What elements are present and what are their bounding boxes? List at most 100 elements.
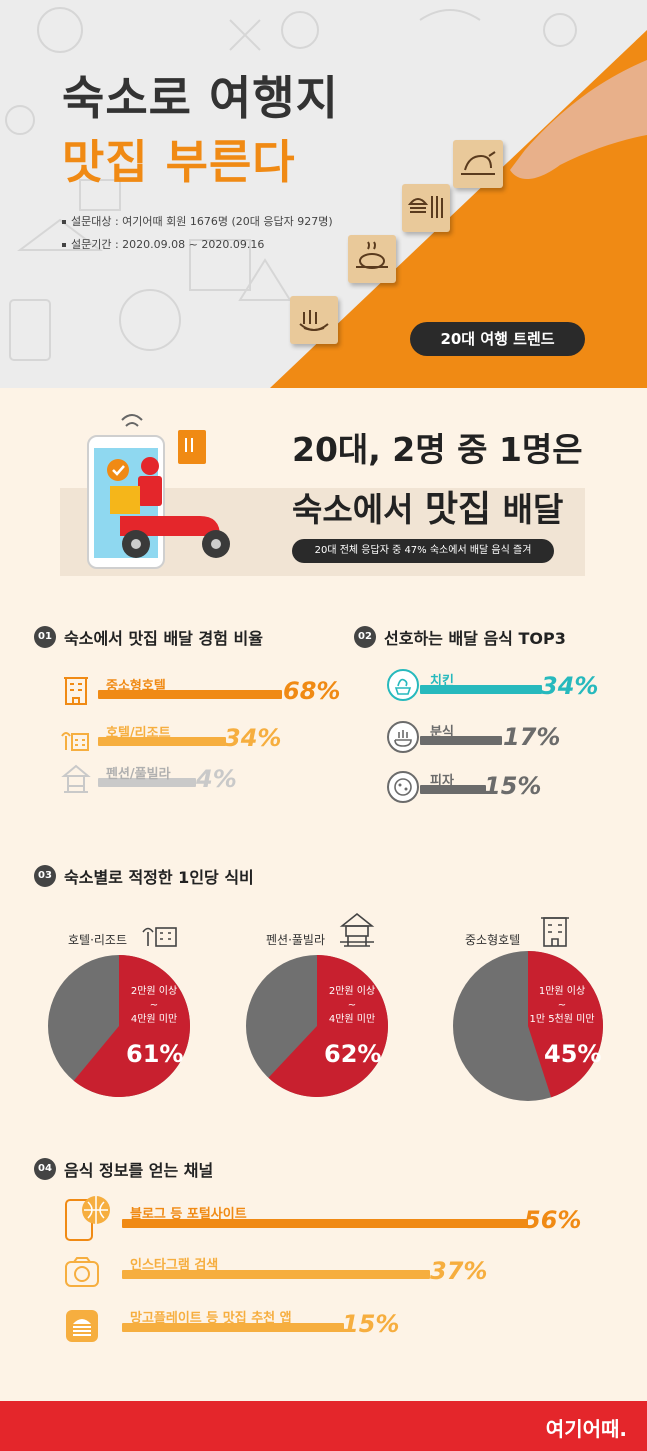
bar-label: 분식 (430, 725, 454, 740)
section2-title: 02 선호하는 배달 음식 TOP3 (354, 625, 566, 649)
section4-title: 04 음식 정보를 얻는 채널 (34, 1157, 213, 1181)
range-top: 2만원 이상 (130, 986, 178, 997)
pie-range-text: 2만원 이상 ~4만원 미만 (118, 985, 190, 1027)
pie-chart-pension (246, 955, 388, 1097)
bar-label: 중소형호텔 (106, 679, 166, 694)
survey-target: 설문대상 : 여기어때 회원 1676명 (20대 응답자 927명) (62, 213, 333, 229)
bar-hotel-small (98, 690, 282, 699)
main-title-line1: 숙소로 여행지 (62, 71, 339, 125)
pie-chart-hotel-resort (48, 955, 190, 1097)
section-number-badge: 02 (354, 626, 376, 648)
section1-title: 01 숙소에서 맛집 배달 경험 비율 (34, 625, 263, 649)
hand-shape (510, 60, 647, 180)
brand-logo: 여기어때. (545, 1417, 627, 1441)
check-icon (107, 459, 129, 481)
bar-value: 34% (224, 724, 282, 752)
section-title-text: 선호하는 배달 음식 TOP3 (384, 629, 566, 648)
section-title-text: 숙소에서 맛집 배달 경험 비율 (64, 629, 263, 648)
bullet-icon (62, 243, 66, 247)
bar-value: 68% (283, 677, 341, 705)
pie-highlight-slice (528, 951, 603, 1098)
section-number-badge: 04 (34, 1158, 56, 1180)
range-top: 2만원 이상 (328, 986, 376, 997)
pie-range-text: 1만원 이상 ~1만 5천원 미만 (524, 985, 600, 1027)
bar-label: 블로그 등 포털사이트 (130, 1207, 247, 1222)
range-mid: ~ (557, 1000, 567, 1011)
header-banner: 숙소로 여행지 맛집 부른다 설문대상 : 여기어때 회원 1676명 (20대… (0, 0, 647, 388)
bar-label: 펜션/풀빌라 (106, 767, 171, 782)
headline-part-c: 배달 (491, 490, 564, 529)
intro-headline-line2: 숙소에서 맛집 배달 (292, 480, 563, 532)
roast-chicken-cube-icon (348, 235, 396, 283)
bar-hotel-resort (98, 737, 226, 746)
travel-doodle-pattern (5, 7, 577, 361)
wifi-icon (121, 414, 143, 421)
bar-pizza (420, 785, 486, 794)
pie-label: 중소형호텔 (465, 933, 521, 947)
range-mid: ~ (347, 1000, 357, 1011)
bar-value: 4% (196, 765, 237, 793)
phone-globe-icon (65, 1196, 110, 1241)
bar-blog-portal (122, 1219, 528, 1228)
section-title-text: 숙소별로 적정한 1인당 식비 (64, 868, 254, 887)
pie-value: 61% (126, 1040, 184, 1068)
range-bottom: 4만원 미만 (328, 1014, 376, 1025)
bunsik-icon (387, 721, 419, 753)
resort-icon (61, 732, 89, 751)
burger-icon (66, 1310, 98, 1342)
section-number-badge: 01 (34, 626, 56, 648)
pie-highlight-slice (73, 955, 190, 1097)
pie-highlight-slice (268, 955, 388, 1097)
bar-label: 호텔/리조트 (106, 726, 171, 741)
scooter-body (120, 516, 220, 536)
bar-value: 17% (503, 723, 561, 751)
pie-label: 호텔·리조트 (68, 933, 128, 947)
survey-target-text: 설문대상 : 여기어때 회원 1676명 (20대 응답자 927명) (71, 215, 333, 228)
orange-diagonal-shape (270, 30, 647, 388)
pizza-icon (387, 771, 419, 803)
main-title-line2: 맛집 부른다 (62, 135, 296, 189)
chicken-icon (387, 669, 419, 701)
pension-icon (339, 912, 375, 947)
range-mid: ~ (149, 1000, 159, 1011)
bar-value: 56% (524, 1206, 582, 1234)
pie-label: 펜션·풀빌라 (266, 933, 326, 947)
bar-label: 치킨 (430, 674, 454, 689)
noodle-cube-icon (290, 296, 338, 344)
bar-pension (98, 778, 196, 787)
delivery-rider-illustration (87, 414, 230, 569)
headline-part-a: 숙소에서 (292, 490, 425, 529)
headline-part-b: 맛집 (424, 489, 492, 530)
section-title-text: 음식 정보를 얻는 채널 (64, 1161, 214, 1180)
resort-icon (142, 927, 177, 947)
bar-bunsik (420, 736, 502, 745)
bar-value: 15% (484, 772, 542, 800)
bar-value: 15% (342, 1310, 400, 1338)
bar-value: 34% (541, 672, 599, 700)
range-bottom: 4만원 미만 (130, 1014, 178, 1025)
section3-title: 03 숙소별로 적정한 1인당 식비 (34, 864, 254, 888)
bar-chicken (420, 685, 542, 694)
bar-mango-app (122, 1323, 344, 1332)
burger-cube-icon (402, 184, 450, 232)
pension-icon (61, 764, 91, 793)
bar-label: 망고플레이트 등 맛집 추천 앱 (130, 1311, 292, 1326)
bullet-icon (62, 220, 66, 224)
footer-bar: 여기어때. (0, 1401, 647, 1451)
range-bottom: 1만 5천원 미만 (529, 1014, 595, 1025)
pie-range-text: 2만원 이상 ~4만원 미만 (316, 985, 388, 1027)
camera-icon (65, 1257, 99, 1287)
intro-subtext-pill: 20대 전체 응답자 중 47% 숙소에서 배달 음식 즐겨 (292, 539, 554, 563)
section-number-badge: 03 (34, 865, 56, 887)
delivery-box-icon (110, 486, 140, 514)
survey-period-text: 설문기간 : 2020.09.08 ~ 2020.09.16 (71, 238, 265, 251)
rider-helmet (141, 457, 159, 475)
building-icon (541, 917, 569, 947)
trend-badge: 20대 여행 트렌드 (410, 322, 585, 356)
pie-value: 62% (324, 1040, 382, 1068)
intro-headline-line1: 20대, 2명 중 1명은 (292, 430, 583, 469)
bar-value: 37% (430, 1257, 488, 1285)
pie-chart-small-hotel (453, 951, 603, 1101)
building-icon (64, 677, 88, 705)
